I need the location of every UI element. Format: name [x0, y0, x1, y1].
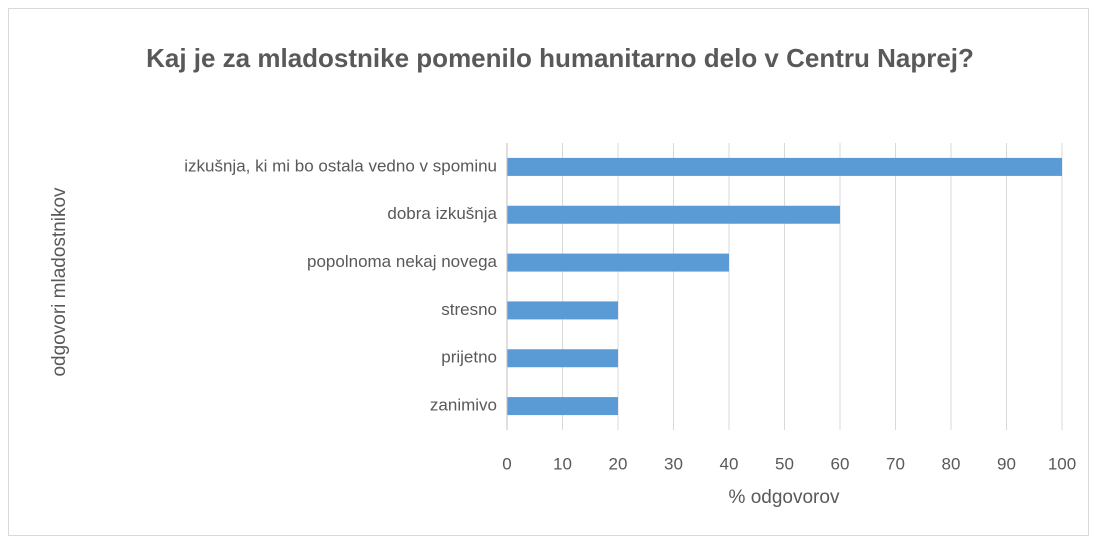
y-tick-label: popolnoma nekaj novega — [307, 252, 498, 271]
chart-frame — [8, 8, 1089, 536]
bar — [507, 253, 729, 272]
bar — [507, 205, 840, 224]
y-tick-label: prijetno — [441, 348, 497, 367]
bar — [507, 349, 618, 368]
x-tick-label: 80 — [942, 454, 961, 473]
bar — [507, 397, 618, 416]
x-tick-label: 100 — [1048, 454, 1076, 473]
x-tick-label: 30 — [664, 454, 683, 473]
bar — [507, 157, 1062, 176]
bar — [507, 301, 618, 320]
y-tick-label: dobra izkušnja — [387, 204, 497, 223]
x-tick-label: 0 — [502, 454, 511, 473]
chart-title: Kaj je za mladostnike pomenilo humanitar… — [146, 43, 974, 73]
x-tick-label: 40 — [720, 454, 739, 473]
x-tick-label: 70 — [886, 454, 905, 473]
x-tick-label: 10 — [553, 454, 572, 473]
y-tick-label: zanimivo — [430, 396, 497, 415]
y-tick-label: stresno — [441, 300, 497, 319]
y-axis-title: odgovori mladostnikov — [49, 187, 70, 377]
x-tick-label: 90 — [997, 454, 1016, 473]
x-tick-label: 50 — [775, 454, 794, 473]
x-axis-title: % odgovorov — [729, 487, 840, 508]
x-tick-label: 60 — [831, 454, 850, 473]
y-tick-label: izkušnja, ki mi bo ostala vedno v spomin… — [184, 156, 497, 175]
x-tick-label: 20 — [609, 454, 628, 473]
